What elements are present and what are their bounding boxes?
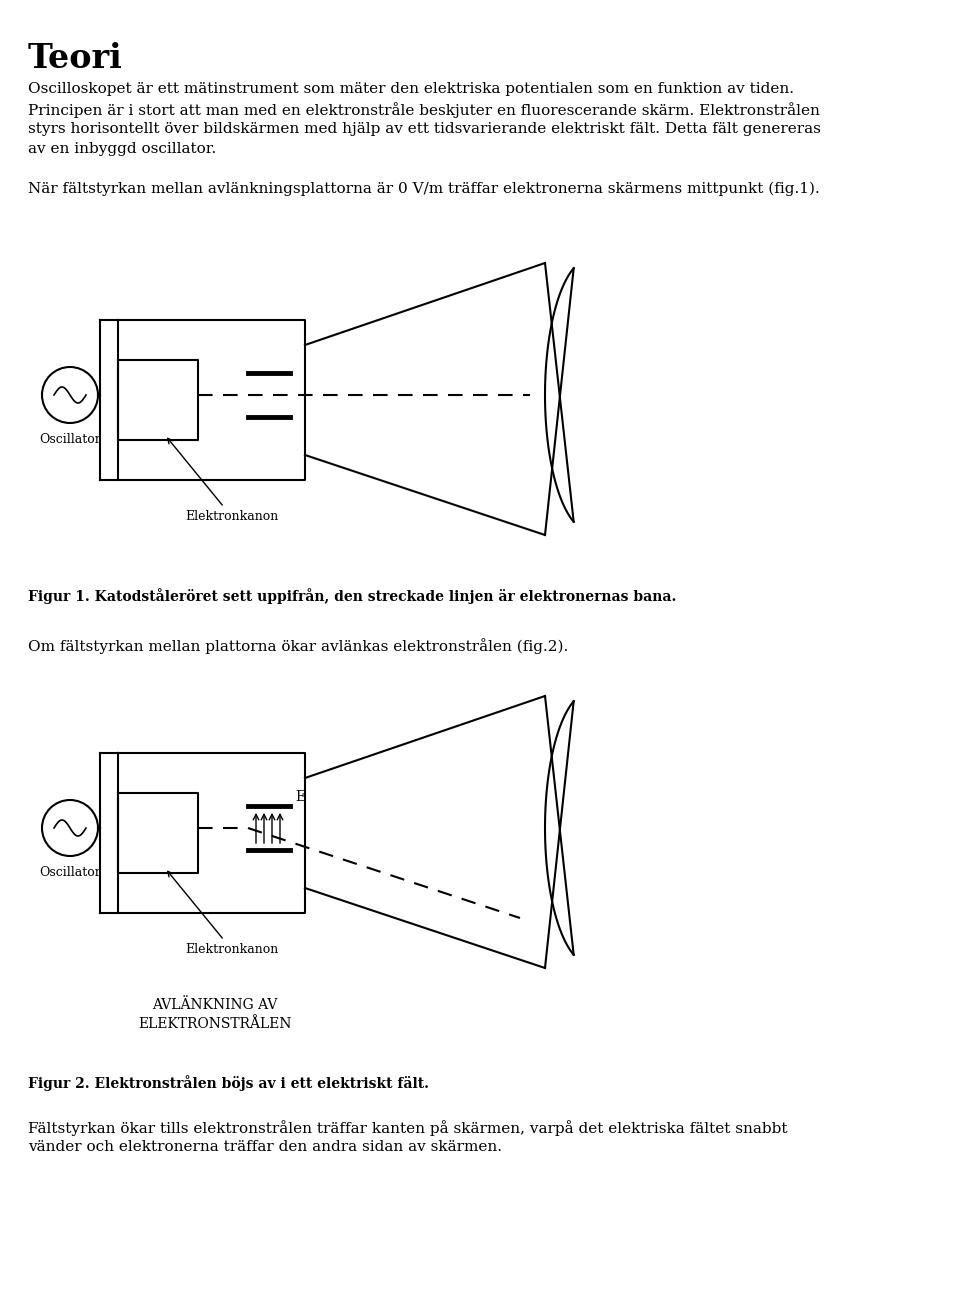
Text: Oscilloskopet är ett mätinstrument som mäter den elektriska potentialen som en f: Oscilloskopet är ett mätinstrument som m… <box>28 82 794 95</box>
Text: Oscillator: Oscillator <box>39 433 101 446</box>
Text: Elektronkanon: Elektronkanon <box>168 438 278 523</box>
Text: Figur 1. Katodståleröret sett uppifrån, den streckade linjen är elektronernas ba: Figur 1. Katodståleröret sett uppifrån, … <box>28 588 677 604</box>
Text: vänder och elektronerna träffar den andra sidan av skärmen.: vänder och elektronerna träffar den andr… <box>28 1140 502 1154</box>
Text: Oscillator: Oscillator <box>39 867 101 880</box>
Text: Om fältstyrkan mellan plattorna ökar avlänkas elektronstrålen (fig.2).: Om fältstyrkan mellan plattorna ökar avl… <box>28 638 568 654</box>
Text: Teori: Teori <box>28 42 123 74</box>
Text: AVLÄNKNING AV
ELEKTRONSTRÅLEN: AVLÄNKNING AV ELEKTRONSTRÅLEN <box>138 999 292 1031</box>
Text: När fältstyrkan mellan avlänkningsplattorna är 0 V/m träffar elektronerna skärme: När fältstyrkan mellan avlänkningsplatto… <box>28 182 820 196</box>
Text: E: E <box>295 789 305 804</box>
Text: styrs horisontellt över bildskärmen med hjälp av ett tidsvarierande elektriskt f: styrs horisontellt över bildskärmen med … <box>28 122 821 136</box>
Text: Elektronkanon: Elektronkanon <box>168 872 278 955</box>
Text: Fältstyrkan ökar tills elektronstrålen träffar kanten på skärmen, varpå det elek: Fältstyrkan ökar tills elektronstrålen t… <box>28 1120 787 1136</box>
Text: Figur 2. Elektronstrålen böjs av i ett elektriskt fält.: Figur 2. Elektronstrålen böjs av i ett e… <box>28 1074 429 1091</box>
Text: av en inbyggd oscillator.: av en inbyggd oscillator. <box>28 142 216 156</box>
Text: Principen är i stort att man med en elektronstråle beskjuter en fluorescerande s: Principen är i stort att man med en elek… <box>28 102 820 118</box>
